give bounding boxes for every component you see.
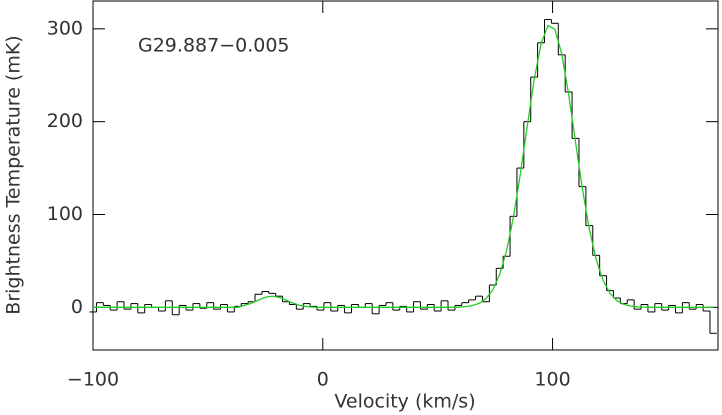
- y-tick-label: 100: [47, 203, 83, 225]
- y-tick-label: 0: [71, 296, 83, 318]
- x-tick-label: 100: [534, 369, 570, 391]
- x-tick-label: 0: [317, 369, 329, 391]
- fit-line: [93, 24, 714, 308]
- plot-frame: [92, 0, 719, 351]
- y-tick-label: 200: [47, 110, 83, 132]
- y-tick-label: 300: [47, 17, 83, 39]
- x-axis-label: Velocity (km/s): [334, 391, 475, 413]
- x-tick-label: −100: [67, 369, 119, 391]
- annotation: G29.887−0.005: [138, 35, 290, 57]
- y-axis-label: Brightness Temperature (mK): [3, 35, 25, 314]
